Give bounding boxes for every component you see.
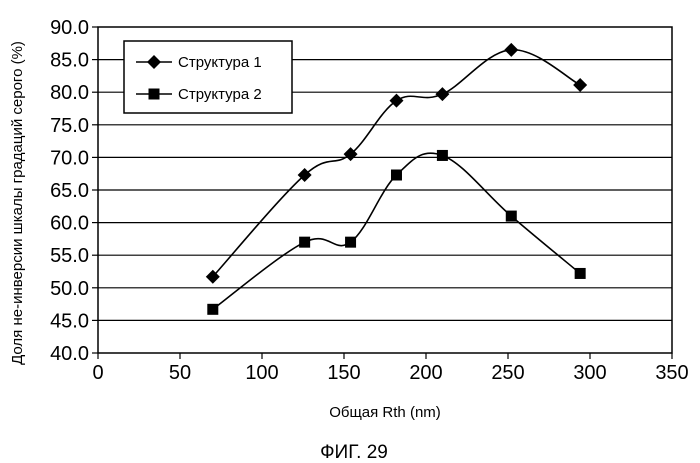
y-tick-label: 60.0 [50,213,89,235]
legend-label-structure-2: Структура 2 [178,86,262,103]
y-tick-label: 80.0 [50,82,89,104]
legend-marker-square [149,89,160,100]
y-tick-label: 50.0 [50,278,89,300]
x-axis-tick-labels: 0 50 100 150 200 250 300 350 [92,362,688,384]
data-point-square [575,268,586,279]
y-axis-title: Доля не-инверсии шкалы градаций серого (… [9,41,26,365]
data-point-square [437,150,448,161]
x-tick-label: 100 [245,362,278,384]
legend: Структура 1 Структура 2 [124,41,292,113]
data-point-square [391,170,402,181]
y-tick-label: 65.0 [50,180,89,202]
y-tick-label: 40.0 [50,343,89,365]
y-tick-label: 70.0 [50,147,89,169]
data-point-diamond [435,87,449,101]
x-tick-label: 300 [573,362,606,384]
x-tick-label: 350 [655,362,688,384]
x-tick-label: 50 [169,362,191,384]
x-tick-label: 0 [92,362,103,384]
data-point-diamond [504,43,518,57]
data-point-diamond [573,78,587,92]
data-point-square [207,304,218,315]
data-point-square [506,211,517,222]
y-tick-label: 90.0 [50,17,89,39]
legend-label-structure-1: Структура 1 [178,54,262,71]
y-axis-tick-labels: 40.0 45.0 50.0 55.0 60.0 65.0 70.0 75.0 80.0 85.0… [50,17,89,365]
x-tick-label: 150 [327,362,360,384]
figure-caption: ФИГ. 29 [320,442,388,463]
y-tick-label: 85.0 [50,50,89,72]
y-tick-label: 45.0 [50,310,89,332]
y-tick-label: 75.0 [50,115,89,137]
data-point-square [299,237,310,248]
x-tick-label: 250 [491,362,524,384]
data-point-square [345,237,356,248]
y-tick-label: 55.0 [50,245,89,267]
x-tick-label: 200 [409,362,442,384]
x-axis-title: Общая Rth (nm) [329,404,441,421]
